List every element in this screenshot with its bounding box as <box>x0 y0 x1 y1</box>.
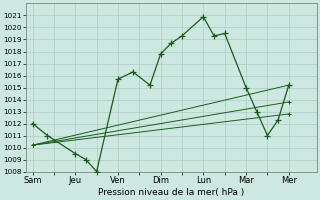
X-axis label: Pression niveau de la mer( hPa ): Pression niveau de la mer( hPa ) <box>98 188 244 197</box>
